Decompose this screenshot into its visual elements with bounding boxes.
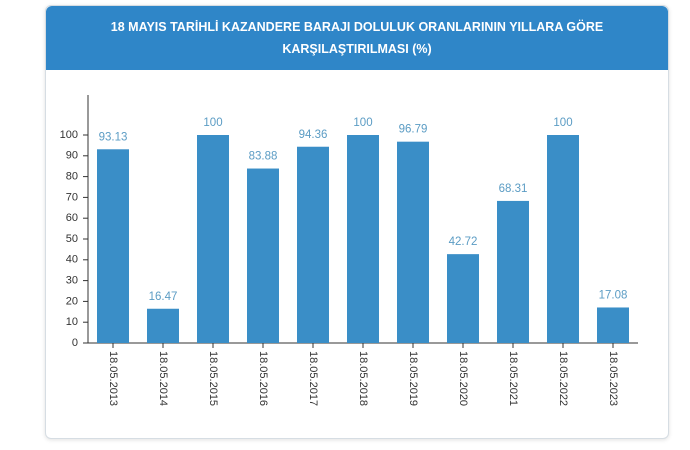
y-tick-label: 40 xyxy=(66,254,78,266)
value-label: 83.88 xyxy=(249,151,278,163)
x-tick-label: 18.05.2020 xyxy=(457,351,469,406)
bar xyxy=(597,307,629,343)
value-label: 100 xyxy=(353,117,372,129)
bar xyxy=(347,135,379,343)
value-label: 96.79 xyxy=(399,124,428,136)
x-tick-label: 18.05.2015 xyxy=(207,351,219,406)
bar xyxy=(497,200,529,343)
x-tick-label: 18.05.2018 xyxy=(357,351,369,406)
value-label: 94.36 xyxy=(299,129,328,141)
x-tick-label: 18.05.2022 xyxy=(557,351,569,406)
y-tick-label: 70 xyxy=(66,191,78,203)
value-label: 93.13 xyxy=(99,131,128,143)
value-label: 16.47 xyxy=(149,291,178,303)
bar xyxy=(447,254,479,343)
bar xyxy=(147,308,179,343)
value-label: 17.08 xyxy=(599,290,628,302)
bar xyxy=(397,141,429,343)
x-tick-label: 18.05.2023 xyxy=(607,351,619,406)
value-label: 42.72 xyxy=(449,236,478,248)
value-label: 68.31 xyxy=(499,183,528,195)
x-tick-label: 18.05.2013 xyxy=(107,351,119,406)
value-label: 100 xyxy=(203,117,222,129)
x-tick-label: 18.05.2021 xyxy=(507,351,519,406)
bar xyxy=(297,146,329,343)
y-tick-label: 100 xyxy=(60,129,78,141)
y-tick-label: 80 xyxy=(66,171,78,183)
y-tick-label: 50 xyxy=(66,233,78,245)
y-tick-label: 90 xyxy=(66,150,78,162)
x-tick-label: 18.05.2017 xyxy=(307,351,319,406)
x-tick-label: 18.05.2019 xyxy=(407,351,419,406)
x-tick-label: 18.05.2016 xyxy=(257,351,269,406)
chart-title: 18 MAYIS TARİHLİ KAZANDERE BARAJI DOLULU… xyxy=(110,20,604,56)
x-tick-label: 18.05.2014 xyxy=(157,351,169,406)
y-tick-label: 20 xyxy=(66,295,78,307)
y-tick-label: 10 xyxy=(66,316,78,328)
bar xyxy=(97,149,129,343)
bar xyxy=(197,135,229,343)
chart-header: 18 MAYIS TARİHLİ KAZANDERE BARAJI DOLULU… xyxy=(46,6,668,70)
bar xyxy=(547,135,579,343)
y-tick-label: 60 xyxy=(66,212,78,224)
y-tick-label: 30 xyxy=(66,275,78,287)
y-tick-label: 0 xyxy=(72,337,78,349)
value-label: 100 xyxy=(553,117,572,129)
bar xyxy=(247,168,279,343)
